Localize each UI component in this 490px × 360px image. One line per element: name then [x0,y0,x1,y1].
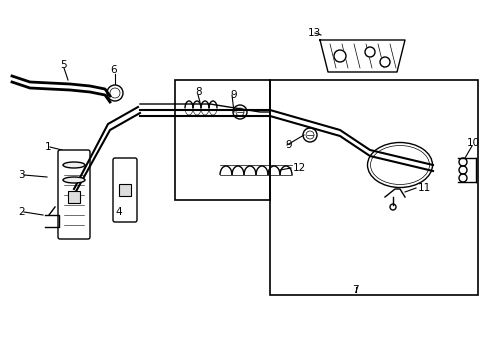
Text: 8: 8 [195,87,201,97]
Text: 11: 11 [418,183,431,193]
Ellipse shape [63,177,85,183]
FancyBboxPatch shape [113,158,137,222]
Circle shape [365,47,375,57]
Text: 9: 9 [230,90,237,100]
Text: 2: 2 [18,207,24,217]
Polygon shape [320,40,405,72]
FancyBboxPatch shape [58,150,90,239]
Text: 6: 6 [110,65,117,75]
Circle shape [334,50,346,62]
Bar [119,184,131,196]
Text: 10: 10 [467,138,480,148]
Text: 12: 12 [293,163,306,173]
Text: 4: 4 [115,207,122,217]
Text: 5: 5 [60,60,67,70]
Text: 13: 13 [308,28,321,38]
Ellipse shape [63,162,85,168]
Circle shape [380,57,390,67]
Text: 3: 3 [18,170,24,180]
Text: 1: 1 [45,142,51,152]
Bar [175,80,270,200]
Text: 9: 9 [285,140,292,150]
Bar [68,191,80,203]
Bar [270,80,478,295]
Text: 7: 7 [352,285,359,295]
